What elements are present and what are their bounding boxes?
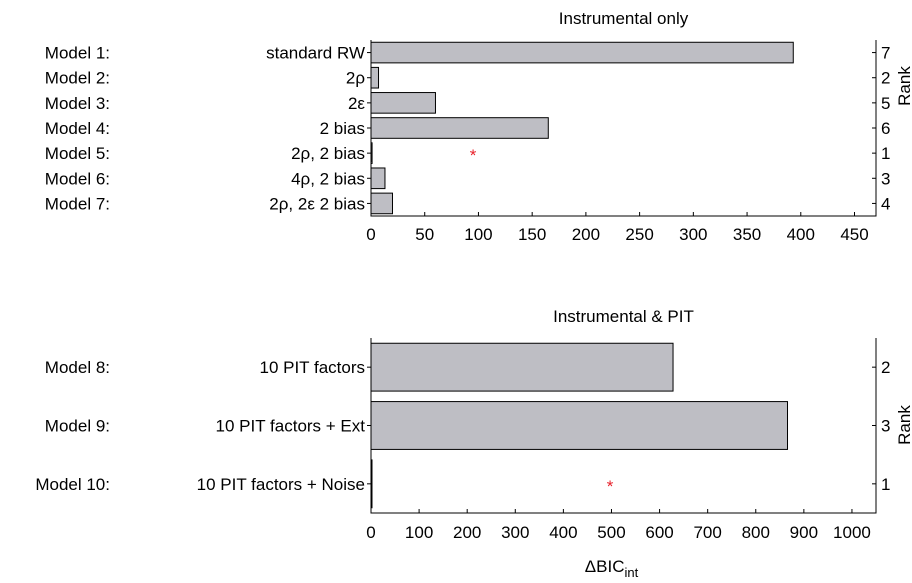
bar [370,142,373,164]
x-tick-label: 50 [415,225,434,244]
x-tick-label: 100 [464,225,492,244]
bar [370,459,373,509]
bar [370,192,393,215]
bar [370,41,794,64]
x-tick-label: 450 [840,225,868,244]
chart-title: Instrumental only [559,9,689,28]
x-tick-label: 350 [733,225,761,244]
model-label: Model 7: [45,194,110,213]
rank-axis-label: Rank [895,405,912,445]
rank-value: 2 [881,69,890,88]
bar [370,342,674,392]
x-tick-label: 800 [742,523,770,542]
rank-value: 2 [881,358,890,377]
category-label: 10 PIT factors + Noise [197,475,365,494]
category-label: 10 PIT factors [259,358,365,377]
rank-value: 3 [881,417,890,436]
rank-value: 4 [881,194,890,213]
x-tick-label: 400 [549,523,577,542]
rank-value: 6 [881,119,890,138]
x-tick-label: 150 [518,225,546,244]
rank-value: 1 [881,475,890,494]
model-label: Model 1: [45,44,110,63]
rank-axis-label: Rank [895,66,912,106]
category-label: 2ρ, 2ε 2 bias [269,194,365,213]
x-tick-label: 300 [679,225,707,244]
model-label: Model 9: [45,417,110,436]
category-label: 2 bias [320,119,365,138]
x-axis-label-main: ΔBIC [585,557,625,576]
x-tick-label: 700 [693,523,721,542]
bar [370,401,789,450]
category-label: 10 PIT factors + Ext [216,417,366,436]
category-label: 2ρ [346,69,365,88]
model-label: Model 8: [45,358,110,377]
model-label: Model 5: [45,144,110,163]
best-model-marker: * [470,146,477,165]
x-tick-label: 200 [453,523,481,542]
x-tick-label: 100 [405,523,433,542]
x-tick-label: 900 [790,523,818,542]
x-axis-label-subscript: int [624,565,638,580]
rank-value: 3 [881,169,890,188]
model-label: Model 3: [45,94,110,113]
x-tick-label: 400 [787,225,815,244]
model-label: Model 4: [45,119,110,138]
rank-value: 7 [881,44,890,63]
best-model-marker: * [607,477,614,496]
x-tick-label: 0 [366,523,375,542]
category-label: 4ρ, 2 bias [291,169,365,188]
category-label: 2ε [348,94,365,113]
x-tick-label: 0 [366,225,375,244]
model-label: Model 10: [35,475,110,494]
x-tick-label: 500 [597,523,625,542]
x-tick-label: 250 [625,225,653,244]
x-axis-label: ΔBICint [585,557,639,580]
x-tick-label: 1000 [833,523,871,542]
chart-title: Instrumental & PIT [553,307,694,326]
bar [370,92,436,114]
category-label: 2ρ, 2 bias [291,144,365,163]
bar [370,66,380,89]
category-label: standard RW [266,44,365,63]
x-tick-label: 600 [645,523,673,542]
x-tick-label: 300 [501,523,529,542]
x-tick-label: 200 [572,225,600,244]
rank-value: 5 [881,94,890,113]
bar [370,167,386,190]
model-label: Model 2: [45,69,110,88]
rank-value: 1 [881,144,890,163]
model-label: Model 6: [45,169,110,188]
bar [370,117,549,139]
